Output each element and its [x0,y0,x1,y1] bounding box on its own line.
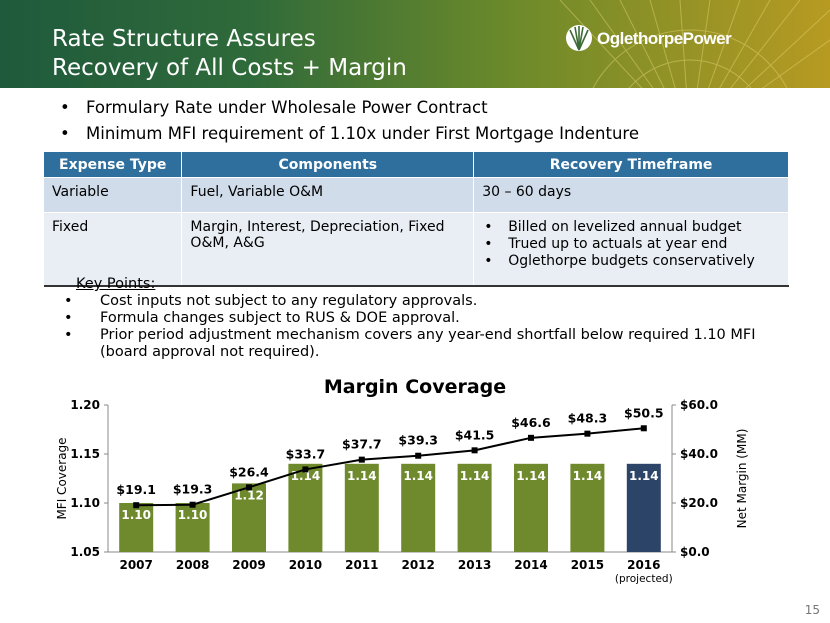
line-point [246,484,252,491]
list-item: Trued up to actuals at year end [482,236,780,253]
line-point [640,425,647,432]
margin-coverage-chart: 1.05 1.10 1.15 1.20 $0.0 $20.0 $40.0 $60.0 MFI C… [55,398,749,585]
line-point [133,502,140,509]
line-data-label: $33.7 [286,446,326,461]
line-point [471,447,478,454]
line-point [528,434,534,441]
x-tick-label: 2012 [401,558,434,572]
bar-data-label: 1.14 [573,469,603,483]
line-data-label: $46.6 [511,415,551,430]
bar [175,503,210,552]
slide-title-line2: Recovery of All Costs + Margin [52,55,407,81]
y-tick-label: 1.20 [70,398,100,412]
slide-title-line1: Rate Structure Assures [52,26,316,52]
bar-data-label: 1.10 [178,508,208,522]
bar [119,503,154,552]
line-point [302,466,309,473]
list-item: Cost inputs not subject to any regulator… [62,293,802,310]
bar [457,463,492,552]
table-cell: Margin, Interest, Depreciation, Fixed O&… [181,212,475,287]
table-header: Recovery Timeframe [473,152,789,178]
bar [626,463,661,552]
line-data-label: $19.1 [116,482,156,497]
sunburst-icon [566,25,592,51]
chart-title: Margin Coverage [323,376,507,398]
logo-ray-graphic [559,0,830,88]
key-points-list: Cost inputs not subject to any regulator… [62,293,802,361]
bar-data-label: 1.10 [121,508,151,522]
line-data-label: $26.4 [229,464,269,479]
slide-header: Rate Structure Assures Recovery of All C… [0,0,830,88]
y2-tick-label: $0.0 [680,545,710,559]
y2-axis-label: Net Margin (MM) [735,429,749,529]
table-cell: Variable [44,177,183,213]
table-row: Variable Fuel, Variable O&M 30 – 60 days [44,177,789,213]
logo-text: OglethorpePower [597,29,732,48]
x-tick-label: 2014 [514,558,547,572]
table-cell: Fixed [44,212,183,287]
list-item: Oglethorpe budgets conservatively [482,253,780,270]
bar [288,463,323,552]
bar-data-label: 1.14 [460,469,490,483]
x-tick-label: 2013 [458,558,491,572]
recovery-list: Billed on levelized annual budget Trued … [482,219,780,270]
y2-tick-label: $20.0 [680,496,718,510]
x-tick-label: 2010 [289,558,322,572]
line-point [584,430,591,437]
bar-data-label: 1.14 [347,469,377,483]
x-tick-label: 2016 [627,558,660,572]
line-data-label: $41.5 [455,427,495,442]
line-data-label: $50.5 [624,405,664,420]
bar-data-label: 1.14 [629,469,659,483]
table-cell: 30 – 60 days [473,177,789,213]
x-tick-label: 2009 [232,558,265,572]
company-logo: OglethorpePower [565,24,732,54]
table-header-row: Expense Type Components Recovery Timefra… [44,152,789,178]
x-tick-label: 2015 [571,558,604,572]
y2-tick-label: $40.0 [680,447,718,461]
y-tick-label: 1.05 [70,545,100,559]
y-tick-label: 1.10 [70,496,100,510]
bar [514,463,548,552]
key-points: Key Points: Cost inputs not subject to a… [62,276,802,361]
line-point [358,456,365,463]
line-data-label: $48.3 [568,411,608,426]
line-data-label: $39.3 [398,433,438,448]
list-item: Formula changes subject to RUS & DOE app… [62,310,802,327]
x-tick-label: 2011 [345,558,378,572]
list-item: Prior period adjustment mechanism covers… [62,327,802,361]
key-points-title: Key Points: [76,276,156,292]
page-number: 15 [804,603,820,617]
y2-tick-label: $60.0 [680,398,718,412]
line-data-label: $19.3 [173,482,213,497]
bar [570,463,605,552]
table-cell: Fuel, Variable O&M [181,177,475,213]
bar [232,483,266,552]
y-axis-label: MFI Coverage [55,437,69,519]
y-tick-label: 1.15 [70,447,100,461]
table-row: Fixed Margin, Interest, Depreciation, Fi… [44,212,789,287]
bar-data-label: 1.12 [234,488,264,502]
x-tick-label: 2008 [176,558,209,572]
bar [344,463,379,552]
table-header: Expense Type [44,152,183,178]
list-item: Billed on levelized annual budget [482,219,780,236]
bar-data-label: 1.14 [516,469,546,483]
net-margin-line [136,427,644,507]
line-point [189,501,196,508]
x-tick-label: 2007 [119,558,152,572]
bar [401,463,436,552]
table-header: Components [181,152,475,178]
slide-title: Rate Structure Assures Recovery of All C… [52,25,407,83]
bar-data-label: 1.14 [403,469,433,483]
line-data-label: $37.7 [342,437,382,452]
bullet-item: Formulary Rate under Wholesale Power Con… [60,95,639,121]
bullet-item: Minimum MFI requirement of 1.10x under F… [60,121,639,147]
line-point [415,452,422,459]
expense-table: Expense Type Components Recovery Timefra… [44,152,789,287]
intro-bullets: Formulary Rate under Wholesale Power Con… [60,95,639,147]
table-cell: Billed on levelized annual budget Trued … [473,212,789,287]
x-tick-sublabel: (projected) [615,573,673,585]
